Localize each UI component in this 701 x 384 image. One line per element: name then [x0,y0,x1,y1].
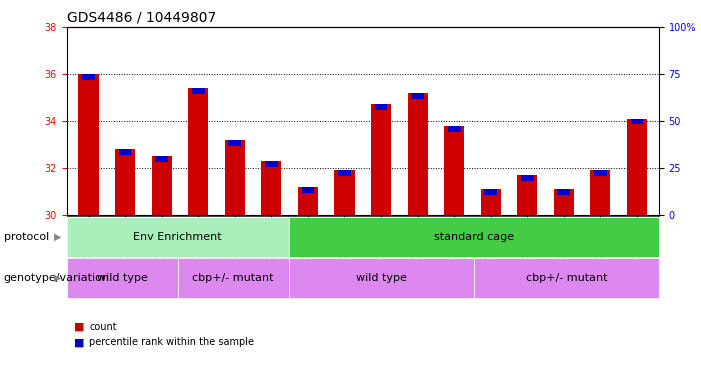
Bar [155,156,168,162]
Text: wild type: wild type [356,273,407,283]
Bar [118,149,132,155]
Bar [444,126,464,215]
Bar [188,88,208,215]
Bar [229,140,241,146]
Bar [301,187,314,193]
Bar [371,104,391,215]
Bar [338,170,351,176]
Bar [517,175,538,215]
Bar [79,74,99,215]
Text: ▶: ▶ [53,273,61,283]
Text: protocol: protocol [4,232,49,242]
Bar [192,88,205,94]
Bar [594,170,607,176]
Text: genotype/variation: genotype/variation [4,273,109,283]
Bar [411,93,424,99]
Bar [557,189,571,195]
Bar [521,175,533,181]
Bar [481,189,501,215]
Bar [631,119,644,124]
Bar [82,74,95,80]
Text: ▶: ▶ [53,232,61,242]
Text: count: count [89,322,116,332]
Bar [151,156,172,215]
Bar [590,170,611,215]
Bar [261,161,281,215]
Text: ■: ■ [74,337,84,347]
Bar [448,126,461,132]
Bar [225,140,245,215]
Text: cbp+/- mutant: cbp+/- mutant [193,273,274,283]
Text: cbp+/- mutant: cbp+/- mutant [526,273,607,283]
Text: GDS4486 / 10449807: GDS4486 / 10449807 [67,10,216,24]
Bar [484,189,497,195]
Bar [265,161,278,167]
Bar [334,170,355,215]
Text: percentile rank within the sample: percentile rank within the sample [89,337,254,347]
Text: wild type: wild type [97,273,148,283]
Bar [374,104,388,110]
Bar [407,93,428,215]
Text: Env Enrichment: Env Enrichment [133,232,222,242]
Text: ■: ■ [74,322,84,332]
Bar [115,149,135,215]
Bar [298,187,318,215]
Bar [554,189,574,215]
Text: standard cage: standard cage [434,232,514,242]
Bar [627,119,647,215]
